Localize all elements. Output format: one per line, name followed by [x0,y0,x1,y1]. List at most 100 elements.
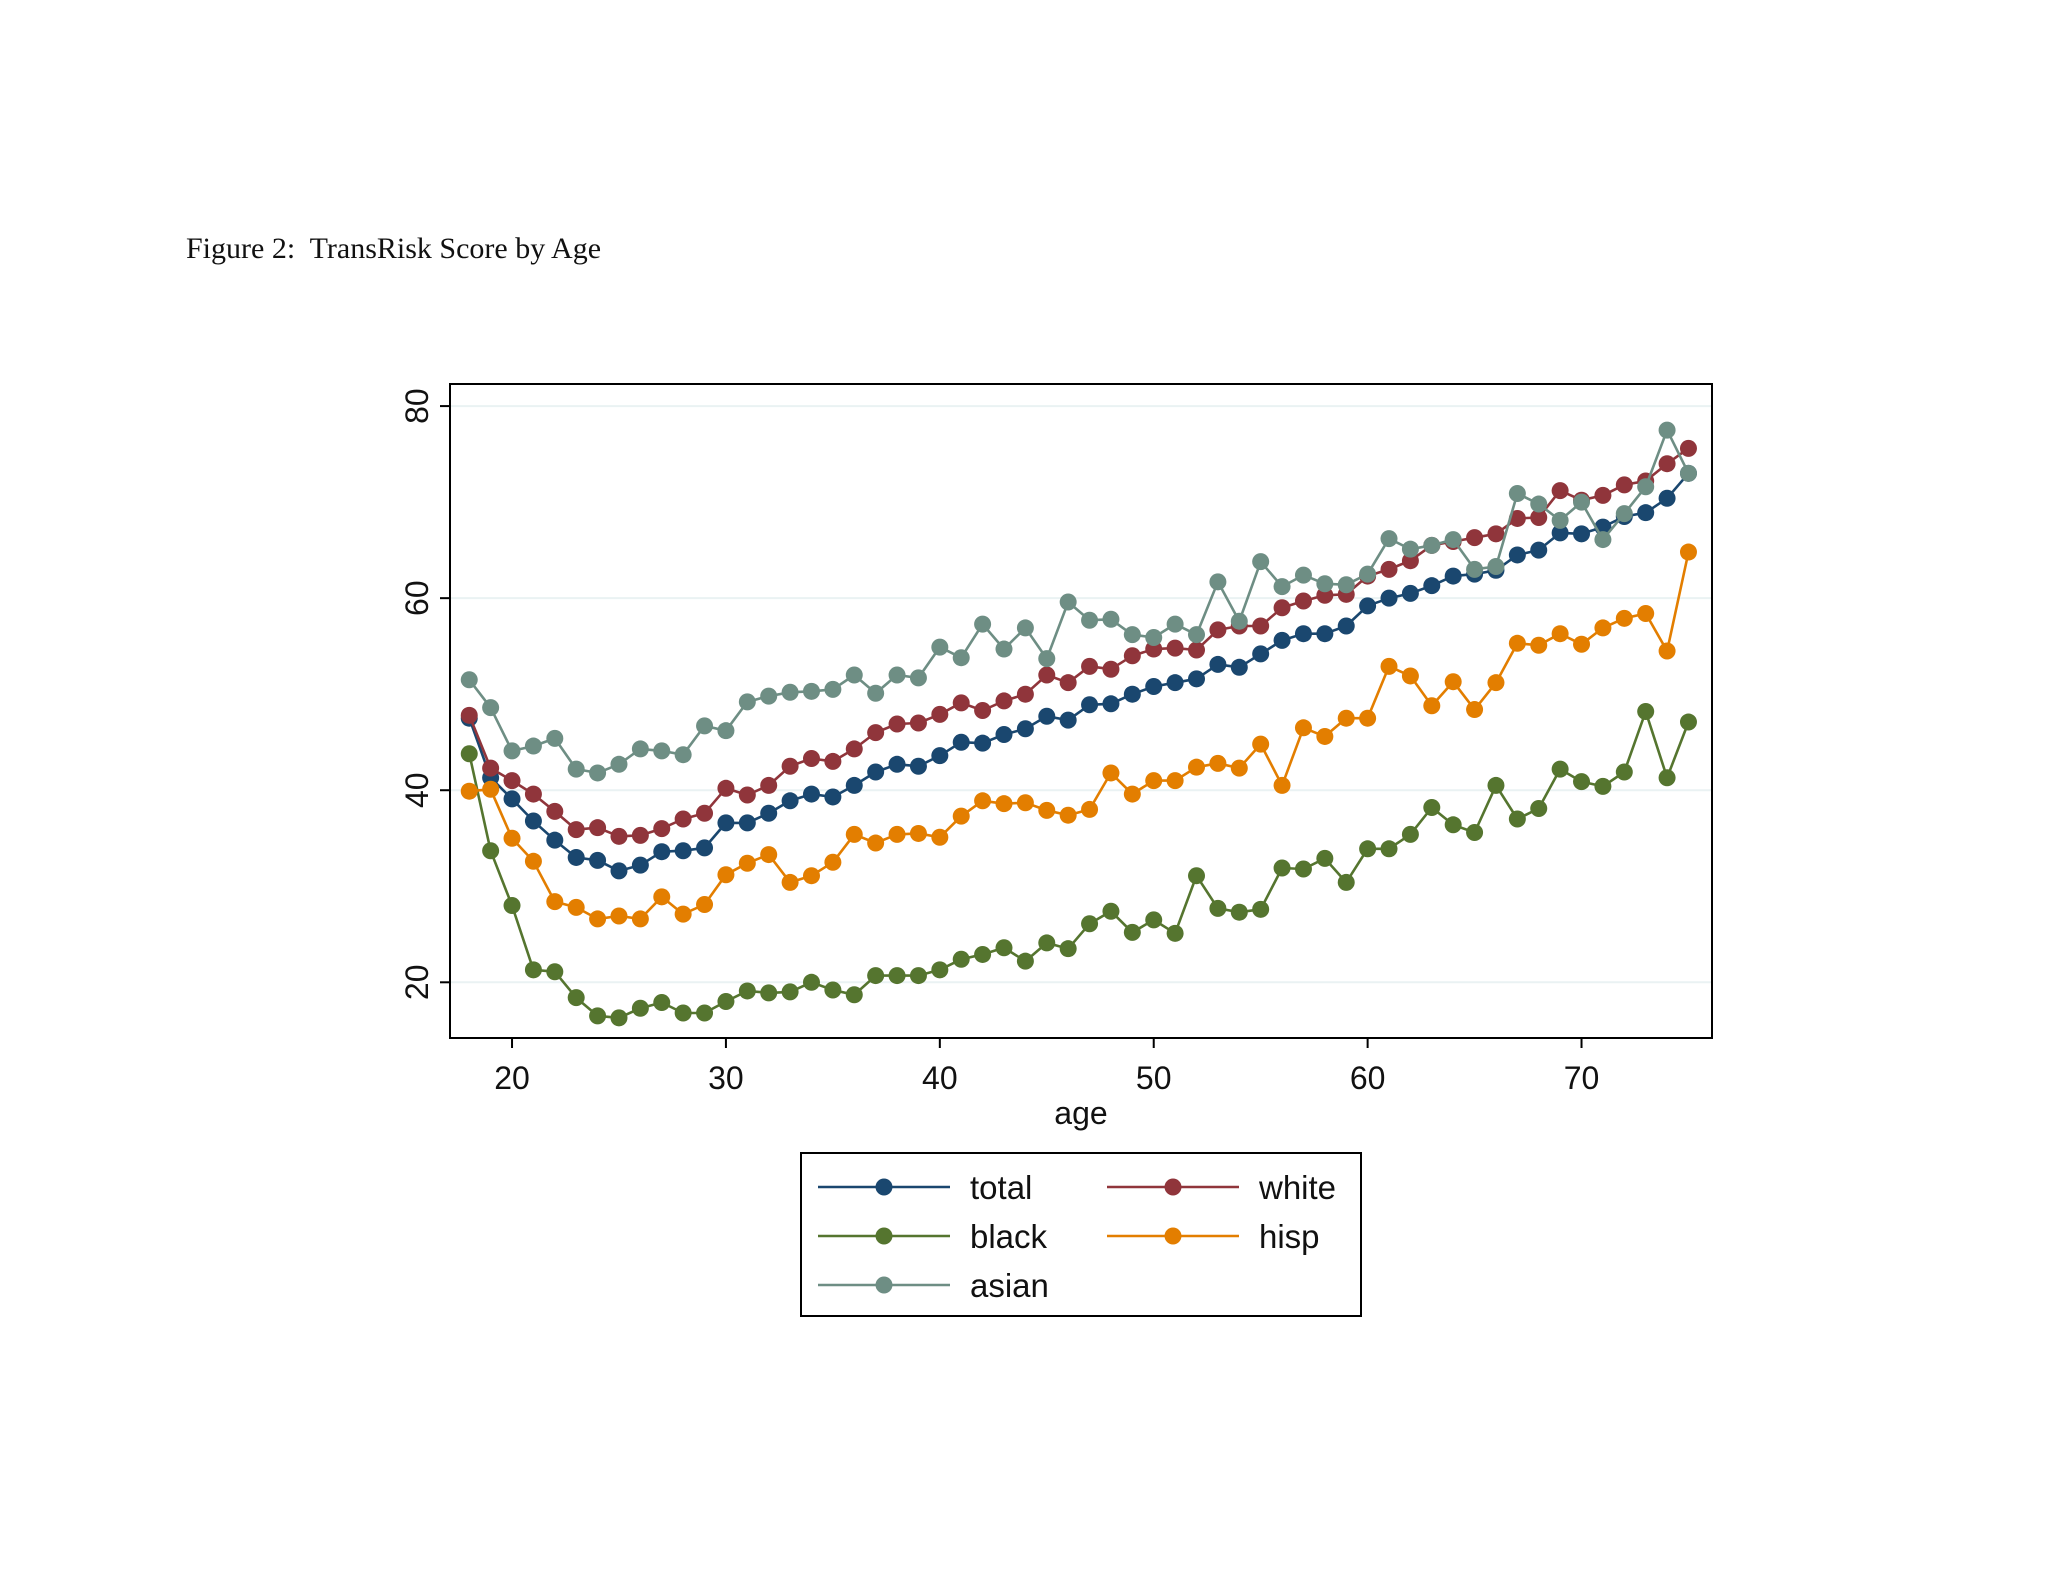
point-asian-72 [1615,505,1633,523]
point-asian-54 [1230,612,1248,630]
gridlines [450,405,1712,984]
point-white-27 [653,820,671,838]
point-total-24 [589,851,607,869]
point-hisp-50 [1145,772,1163,790]
point-white-29 [696,804,714,822]
point-black-63 [1423,799,1441,817]
point-hisp-73 [1637,605,1655,623]
series-line-total [468,472,1690,873]
point-hisp-28 [674,905,692,923]
point-total-31 [738,814,756,832]
point-black-45 [1038,934,1056,952]
point-hisp-74 [1658,642,1676,660]
point-hisp-46 [1059,806,1077,824]
point-white-20 [503,772,521,790]
point-hisp-34 [802,867,820,885]
point-asian-59 [1337,576,1355,594]
point-black-65 [1466,823,1484,841]
point-total-70 [1573,525,1591,543]
point-asian-27 [653,742,671,760]
point-asian-69 [1551,511,1569,529]
point-hisp-53 [1209,754,1227,772]
point-black-19 [482,842,500,860]
point-hisp-55 [1252,735,1270,753]
point-black-30 [717,993,735,1011]
legend-label-total: total [970,1169,1032,1206]
point-total-43 [995,726,1013,744]
point-hisp-38 [888,825,906,843]
point-asian-22 [546,729,564,747]
point-total-39 [909,757,927,775]
point-hisp-60 [1359,709,1377,727]
point-hisp-23 [567,898,585,916]
point-total-21 [524,812,542,830]
point-hisp-64 [1444,673,1462,691]
point-total-55 [1252,645,1270,663]
point-black-54 [1230,903,1248,921]
y-tick-label-40: 40 [399,772,435,808]
point-black-75 [1679,713,1697,731]
point-hisp-61 [1380,657,1398,675]
point-black-55 [1252,900,1270,918]
point-hisp-22 [546,893,564,911]
point-black-61 [1380,840,1398,858]
point-black-32 [760,984,778,1002]
figure-caption: Figure 2: TransRisk Score by Age [186,232,602,265]
point-asian-46 [1059,593,1077,611]
point-hisp-72 [1615,609,1633,627]
point-black-27 [653,993,671,1011]
legend-label-black: black [970,1218,1048,1255]
point-white-25 [610,827,628,845]
point-total-47 [1081,696,1099,714]
point-white-35 [824,752,842,770]
point-black-22 [546,963,564,981]
point-asian-47 [1081,611,1099,629]
point-hisp-24 [589,910,607,928]
point-white-40 [931,705,949,723]
point-total-48 [1102,695,1120,713]
point-hisp-56 [1273,776,1291,794]
point-white-18 [460,706,478,724]
legend-item-black: black [818,1218,1048,1255]
series-line-white [468,447,1690,838]
y-tick-label-60: 60 [399,580,435,616]
point-black-37 [867,967,885,985]
point-total-29 [696,839,714,857]
x-axis-title: age [1054,1095,1107,1131]
point-hisp-27 [653,888,671,906]
point-asian-50 [1145,629,1163,647]
point-black-50 [1145,911,1163,929]
point-total-22 [546,831,564,849]
point-asian-21 [524,737,542,755]
legend-item-hisp: hisp [1107,1218,1320,1255]
point-black-53 [1209,899,1227,917]
point-asian-32 [760,687,778,705]
y-tick-label-80: 80 [399,388,435,424]
point-asian-29 [696,717,714,735]
point-asian-52 [1188,626,1206,644]
point-asian-44 [1016,619,1034,637]
legend-label-hisp: hisp [1259,1218,1320,1255]
point-hisp-42 [974,792,992,810]
point-white-38 [888,715,906,733]
point-asian-61 [1380,530,1398,548]
point-asian-35 [824,680,842,698]
point-total-74 [1658,489,1676,507]
point-white-37 [867,724,885,742]
point-asian-53 [1209,573,1227,591]
point-asian-75 [1679,464,1697,482]
point-black-39 [909,967,927,985]
point-black-35 [824,981,842,999]
point-asian-41 [952,649,970,667]
point-black-18 [460,745,478,763]
point-asian-18 [460,671,478,689]
point-total-26 [631,856,649,874]
point-black-25 [610,1009,628,1027]
point-white-56 [1273,599,1291,617]
point-total-50 [1145,678,1163,696]
point-black-28 [674,1004,692,1022]
point-black-26 [631,999,649,1017]
point-white-34 [802,750,820,768]
point-black-48 [1102,902,1120,920]
point-black-74 [1658,769,1676,787]
